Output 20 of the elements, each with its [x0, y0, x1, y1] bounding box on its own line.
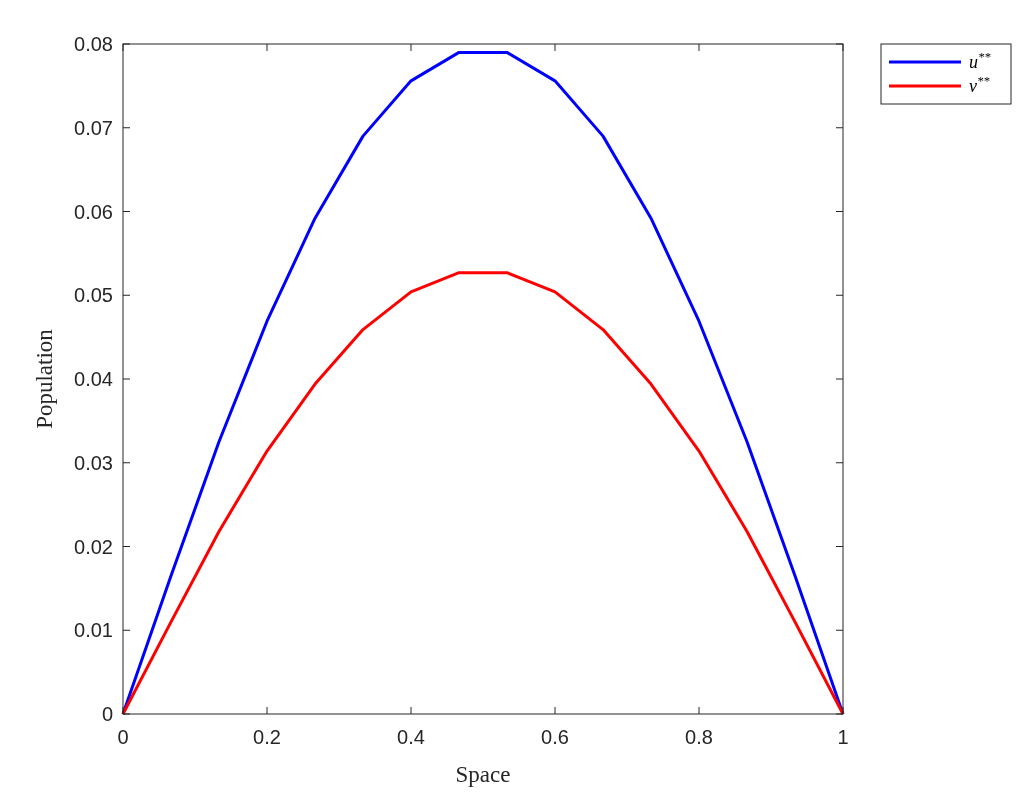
x-tick-label: 0.8 — [685, 726, 713, 748]
x-tick-label: 0.6 — [541, 726, 569, 748]
y-tick-label: 0.02 — [74, 535, 113, 558]
y-tick-label: 0.01 — [74, 619, 113, 642]
x-tick-label: 0.2 — [253, 726, 281, 748]
y-tick-label: 0.08 — [74, 33, 113, 55]
x-tick-label: 1 — [837, 726, 849, 748]
legend-label: u$^{**}$ — [969, 50, 992, 72]
x-tick-label: 0 — [117, 726, 129, 748]
x-axis-title: Space — [455, 762, 511, 787]
y-tick-label: 0.06 — [74, 200, 113, 223]
legend-label: v$^{**}$ — [969, 74, 991, 96]
y-tick-label: 0.04 — [74, 368, 113, 390]
y-tick-label: 0.05 — [74, 284, 113, 307]
y-axis-title: Population — [32, 328, 57, 429]
line-series — [121, 271, 845, 716]
x-tick-label: 0.4 — [397, 726, 425, 748]
y-tick-label: 0 — [101, 703, 113, 725]
y-tick-label: 0.07 — [74, 116, 113, 139]
y-tick-label: 0.03 — [74, 451, 113, 474]
